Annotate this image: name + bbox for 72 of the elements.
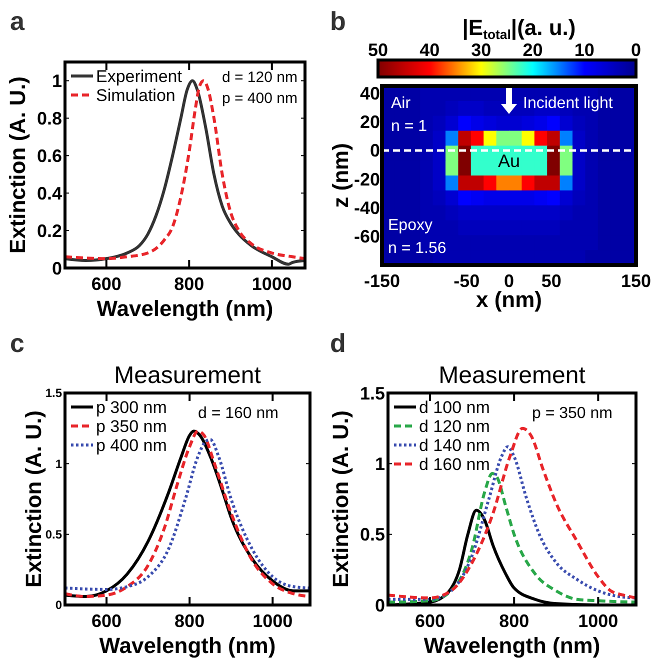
y-tick-label: 0 — [55, 598, 62, 612]
legend-label: p 350 nm — [96, 416, 167, 436]
text: b — [330, 6, 346, 36]
y-tick-label: 0.8 — [36, 108, 62, 128]
annotation: Au — [498, 151, 520, 171]
y-tick-label: 0.5 — [45, 528, 62, 542]
annotation: n = 1 — [391, 118, 428, 135]
y-tick-label: 20 — [360, 112, 380, 132]
color-bar-label: 40 — [420, 40, 440, 60]
legend-label: d 140 nm — [419, 436, 490, 455]
legend-label: p 400 nm — [96, 436, 167, 455]
color-bar-label: 10 — [574, 40, 594, 60]
x-tick-label: 1000 — [252, 611, 293, 631]
legend-label: d 120 nm — [419, 416, 490, 436]
y-tick-label: 0 — [370, 140, 380, 161]
y-tick-label: -40 — [354, 198, 380, 218]
line-series — [388, 472, 636, 604]
x-tick-label: 600 — [92, 611, 122, 631]
y-tick-label: 0.4 — [36, 183, 62, 204]
x-tick-label: 600 — [91, 274, 122, 294]
y-tick-label: 40 — [360, 83, 380, 104]
legend-label: d 160 nm — [419, 454, 490, 474]
x-tick-label: 600 — [415, 611, 446, 631]
y-axis-title: Extinction (A. U.) — [5, 76, 30, 254]
annotation: n = 1.56 — [388, 240, 446, 257]
text: d — [330, 328, 346, 358]
legend-label: Simulation — [96, 86, 176, 105]
y-tick-label: 1 — [374, 454, 385, 474]
text: a — [10, 6, 25, 36]
annotation: p = 350 nm — [532, 405, 612, 422]
y-axis-title: Extinction (A. U.) — [328, 410, 353, 588]
annotation: Air — [391, 95, 412, 112]
legend-label: d 100 nm — [419, 398, 490, 417]
y-tick-label: 1.5 — [360, 383, 385, 404]
y-tick-label: 0.2 — [36, 220, 62, 241]
color-bar-label: 0 — [630, 40, 642, 60]
legend-label: p 300 nm — [96, 398, 167, 417]
x-tick-label: 50 — [541, 271, 562, 291]
x-tick-label: 800 — [499, 611, 530, 631]
y-axis-title: Extinction (A. U.) — [21, 410, 46, 588]
x-tick-label: 1000 — [578, 611, 618, 631]
chart-title: Measurement — [114, 362, 262, 389]
color-bar-label: 30 — [471, 40, 492, 60]
x-tick-label: -150 — [364, 271, 400, 291]
y-tick-label: 0 — [374, 595, 385, 616]
x-tick-label: 150 — [620, 271, 651, 291]
x-tick-label: 800 — [174, 274, 204, 294]
annotation: p = 400 nm — [222, 90, 298, 107]
x-axis-title: Wavelength (nm) — [424, 633, 600, 658]
y-axis-title: z (nm) — [328, 143, 353, 208]
y-tick-label: 1.5 — [45, 386, 62, 400]
y-tick-label: 1 — [52, 71, 62, 92]
annotation: Incident light — [523, 95, 614, 112]
x-tick-label: 800 — [174, 611, 205, 631]
y-tick-label: 0.6 — [36, 146, 62, 166]
annotation: d = 160 nm — [198, 405, 278, 422]
annotation: Epoxy — [388, 217, 432, 234]
color-bar-label: 50 — [368, 40, 388, 60]
y-tick-label: -60 — [354, 226, 380, 247]
x-axis-title: Wavelength (nm) — [96, 296, 274, 321]
y-tick-label: 0 — [52, 258, 62, 278]
color-bar-title: |E$_{total}$|(a. u.) — [462, 15, 576, 42]
x-axis-title: Wavelength (nm) — [99, 633, 276, 658]
annotation: d = 120 nm — [222, 69, 298, 86]
chart-title: Measurement — [438, 362, 586, 389]
y-tick-label: -20 — [354, 169, 380, 190]
y-tick-label: 1 — [55, 456, 62, 471]
color-bar-label: 20 — [522, 40, 543, 60]
y-tick-label: 0.5 — [360, 524, 385, 545]
legend-label: Experiment — [96, 66, 182, 86]
text: c — [10, 328, 24, 358]
x-tick-label: 1000 — [252, 274, 292, 294]
